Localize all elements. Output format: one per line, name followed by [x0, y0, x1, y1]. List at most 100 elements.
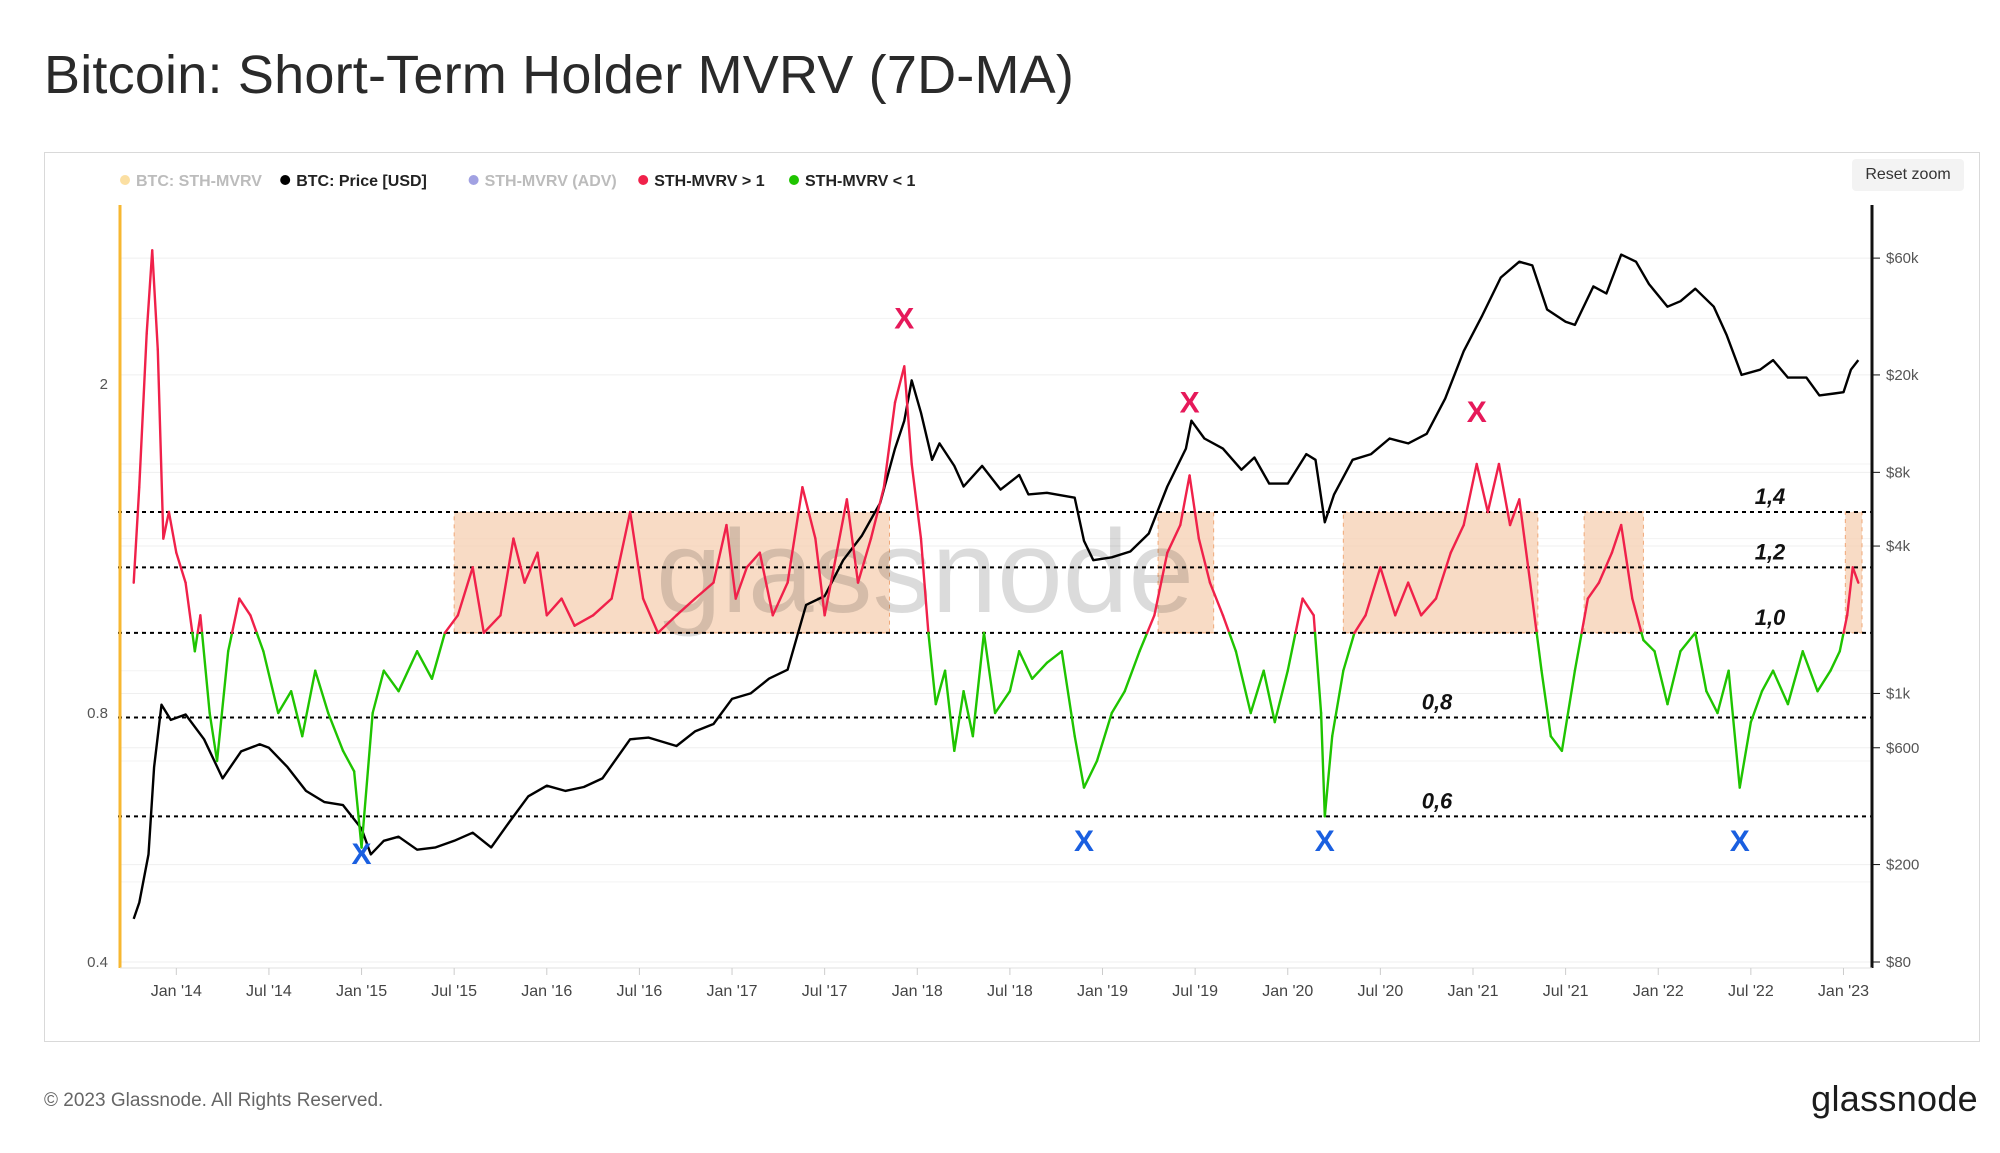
y-right-tick-label: $1k — [1886, 685, 1911, 702]
mvrv-below-1-segment — [215, 650, 230, 763]
y-left-tick-label: 2 — [100, 376, 108, 393]
mvrv-above-1-segment — [801, 485, 817, 540]
annotations: X X X X X X X — [352, 302, 1750, 871]
mvrv-below-1-segment — [934, 669, 947, 706]
x-tick-label: Jul '17 — [802, 983, 848, 1000]
x-tick-label: Jan '20 — [1262, 983, 1313, 1000]
mvrv-below-1-segment — [1816, 669, 1832, 693]
mvrv-below-1-segment — [1249, 669, 1265, 715]
mvrv-above-1-segment — [1475, 462, 1490, 514]
reference-label: 1,2 — [1755, 539, 1786, 564]
series-lines — [132, 249, 1860, 920]
legend-marker — [789, 175, 799, 185]
mvrv-below-1-segment — [993, 690, 1012, 715]
mvrv-above-1-segment — [456, 566, 474, 617]
mvrv-below-1-segment — [1030, 661, 1049, 680]
mvrv-below-1-segment — [1549, 734, 1564, 753]
mvrv-below-1-segment — [371, 669, 385, 715]
bottom-marker: X — [1074, 825, 1094, 858]
mvrv-above-1-segment — [1619, 523, 1634, 600]
legend-item[interactable]: STH-MVRV < 1 — [789, 173, 916, 190]
legend-label: BTC: Price [USD] — [296, 173, 427, 190]
mvrv-above-1-segment — [869, 485, 886, 540]
mvrv-above-1-segment — [1188, 474, 1201, 540]
legend-label: STH-MVRV < 1 — [805, 173, 916, 190]
mvrv-above-1-segment — [814, 537, 826, 617]
x-tick-label: Jul '14 — [246, 983, 292, 1000]
legend-label: STH-MVRV > 1 — [654, 173, 765, 190]
reset-zoom-button[interactable]: Reset zoom — [1852, 159, 1964, 191]
mvrv-above-1-segment — [823, 566, 836, 617]
mvrv-above-1-segment — [1208, 581, 1225, 617]
mvrv-below-1-segment — [1653, 650, 1669, 706]
mvrv-above-1-segment — [230, 597, 241, 635]
mvrv-below-1-segment — [1801, 650, 1819, 693]
legend-label: BTC: STH-MVRV — [136, 173, 262, 190]
mvrv-below-1-segment — [1045, 650, 1063, 664]
price-line — [132, 253, 1860, 920]
chart-axes: 0.4 0.8 2 $80 $200 $600 $1k $4k $8k $20k $60k Jan '… — [87, 205, 1919, 1000]
bottom-marker: X — [352, 838, 372, 871]
x-tick-label: Jan '18 — [892, 983, 943, 1000]
mvrv-above-1-segment — [845, 498, 860, 584]
mvrv-above-1-segment — [693, 581, 715, 600]
y-right-tick-label: $8k — [1886, 464, 1911, 481]
top-marker: X — [1467, 396, 1487, 429]
mvrv-above-1-segment — [1364, 566, 1382, 617]
mvrv-above-1-segment — [1301, 597, 1315, 617]
mvrv-above-1-segment — [1631, 597, 1643, 635]
legend-item[interactable]: STH-MVRV (ADV) — [468, 173, 617, 190]
mvrv-below-1-segment — [1642, 638, 1656, 653]
mvrv-below-1-segment — [1262, 669, 1276, 724]
mvrv-below-1-segment — [1573, 631, 1583, 672]
mvrv-above-1-segment — [786, 485, 804, 584]
legend-item[interactable]: BTC: STH-MVRV — [120, 173, 262, 190]
mvrv-above-1-segment — [151, 249, 159, 351]
mvrv-below-1-segment — [341, 749, 356, 773]
y-left-tick-label: 0.4 — [87, 954, 108, 971]
mvrv-above-1-segment — [560, 597, 576, 627]
mvrv-above-1-segment — [656, 614, 678, 635]
mvrv-above-1-segment — [745, 551, 762, 569]
legend-item[interactable]: BTC: Price [USD] — [280, 173, 427, 190]
mvrv-above-1-segment — [156, 348, 165, 540]
x-tick-label: Jul '19 — [1172, 983, 1218, 1000]
legend-item[interactable]: STH-MVRV > 1 — [638, 173, 765, 190]
y-right-tick-label: $80 — [1886, 954, 1911, 971]
x-tick-label: Jan '19 — [1077, 983, 1128, 1000]
mvrv-above-1-segment — [1610, 523, 1623, 554]
mvrv-below-1-segment — [1319, 711, 1327, 818]
mvrv-above-1-segment — [1845, 566, 1854, 617]
mvrv-below-1-segment — [1540, 669, 1552, 738]
x-tick-label: Jul '16 — [617, 983, 663, 1000]
mvrv-above-1-segment — [1580, 597, 1590, 635]
mvrv-below-1-segment — [1727, 669, 1741, 789]
x-tick-label: Jan '14 — [151, 983, 202, 1000]
mvrv-below-1-segment — [1342, 631, 1356, 672]
mvrv-below-1-segment — [982, 631, 997, 715]
mvrv-below-1-segment — [1008, 650, 1021, 693]
mvrv-above-1-segment — [536, 551, 548, 617]
mvrv-below-1-segment — [415, 650, 434, 680]
mvrv-below-1-segment — [971, 631, 986, 738]
mvrv-above-1-segment — [734, 566, 749, 600]
mvrv-below-1-segment — [314, 669, 330, 715]
mvrv-below-1-segment — [289, 690, 304, 738]
mvrv-below-1-segment — [430, 631, 447, 680]
watermark-text: glassnode — [656, 506, 1194, 638]
x-tick-label: Jul '15 — [431, 983, 477, 1000]
mvrv-below-1-segment — [276, 690, 293, 715]
mvrv-below-1-segment — [1228, 631, 1238, 653]
mvrv-below-1-segment — [1640, 631, 1645, 642]
legend-marker — [120, 175, 130, 185]
mvrv-above-1-segment — [1179, 474, 1191, 527]
mvrv-above-1-segment — [641, 597, 660, 635]
x-tick-label: Jan '21 — [1447, 983, 1498, 1000]
mvrv-below-1-segment — [327, 711, 345, 753]
mvrv-below-1-segment — [1738, 720, 1753, 789]
reference-label: 1,4 — [1755, 484, 1786, 509]
mvrv-below-1-segment — [962, 690, 975, 738]
mvrv-above-1-segment — [1197, 537, 1212, 584]
chart-legend: BTC: STH-MVRV BTC: Price [USD] STH-MVRV (A… — [120, 173, 916, 190]
